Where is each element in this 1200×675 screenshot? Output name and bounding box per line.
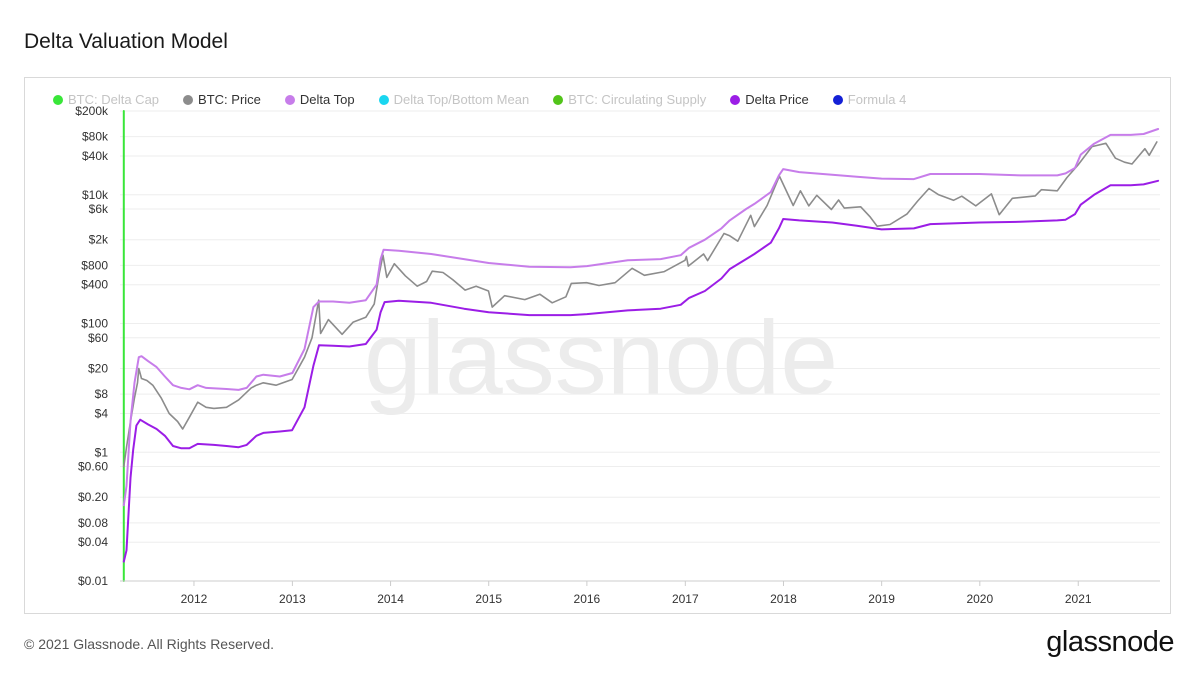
- y-tick-label: $20: [88, 361, 108, 375]
- legend-swatch-icon: [730, 94, 741, 105]
- legend-item[interactable]: BTC: Delta Cap: [53, 92, 159, 107]
- series-line-delta-top: [122, 128, 1160, 507]
- x-tick-label: 2016: [574, 592, 601, 606]
- brand-logo[interactable]: glassnode: [1046, 626, 1174, 658]
- x-tick-label: 2020: [966, 592, 993, 606]
- series-line-btc-price: [123, 141, 1158, 468]
- y-tick-label: $0.60: [78, 460, 108, 474]
- watermark-text: glassnode: [364, 300, 838, 416]
- chart-plot: glassnode $200k $80k $40k $10k$6k $2k $800 $40…: [75, 104, 1160, 606]
- x-tick-label: 2021: [1065, 592, 1092, 606]
- legend-label: Delta Top: [299, 92, 355, 107]
- legend-swatch-icon: [378, 94, 389, 105]
- y-tick-label: $10k: [82, 188, 109, 202]
- y-tick-label: $40k: [82, 149, 109, 163]
- y-tick-label: $80k: [82, 130, 109, 144]
- x-tick-label: 2019: [868, 592, 895, 606]
- x-tick-label: 2018: [770, 592, 797, 606]
- legend-label: Delta Price: [745, 92, 809, 107]
- y-tick-label: $6k: [89, 202, 109, 216]
- series-line-delta-price: [122, 179, 1160, 563]
- y-tick-label: $800: [81, 258, 108, 272]
- y-tick-label: $60: [88, 331, 108, 345]
- chart-legend: BTC: Delta Cap BTC: Price Delta Top Delta T…: [53, 92, 930, 107]
- legend-swatch-icon: [284, 94, 295, 105]
- y-tick-label: $1: [95, 445, 109, 459]
- y-tick-label: $0.01: [78, 574, 108, 588]
- x-tick-label: 2015: [475, 592, 502, 606]
- chart-grid: [120, 110, 1160, 582]
- legend-item[interactable]: Delta Top/Bottom Mean: [378, 92, 530, 107]
- x-tick-label: 2012: [181, 592, 208, 606]
- x-tick-label: 2013: [279, 592, 306, 606]
- y-axis: $200k $80k $40k $10k$6k $2k $800 $400 $100$60 $2…: [75, 104, 109, 588]
- chart-title: Delta Valuation Model: [24, 30, 228, 53]
- legend-swatch-icon: [183, 94, 194, 105]
- legend-label: BTC: Circulating Supply: [568, 92, 707, 107]
- legend-label: BTC: Price: [198, 92, 261, 107]
- legend-item[interactable]: Delta Top: [284, 92, 355, 107]
- y-tick-label: $400: [81, 278, 108, 292]
- x-axis: 2012 2013 2014 2015 2016 2017 2018 2019 2020 2021: [120, 580, 1160, 606]
- x-tick-label: 2017: [672, 592, 699, 606]
- legend-item[interactable]: Formula 4: [832, 92, 907, 107]
- chart-panel: BTC: Delta Cap BTC: Price Delta Top Delta T…: [24, 77, 1171, 614]
- y-tick-label: $8: [95, 387, 109, 401]
- y-tick-label: $0.04: [78, 535, 108, 549]
- copyright-text: © 2021 Glassnode. All Rights Reserved.: [24, 636, 275, 652]
- legend-label: Delta Top/Bottom Mean: [393, 92, 530, 107]
- y-tick-label: $200k: [75, 104, 109, 118]
- y-tick-label: $0.08: [78, 516, 108, 530]
- legend-swatch-icon: [832, 94, 843, 105]
- legend-label: BTC: Delta Cap: [68, 92, 160, 107]
- legend-item[interactable]: Delta Price: [730, 92, 809, 107]
- legend-swatch-icon: [553, 94, 564, 105]
- y-tick-label: $4: [95, 406, 109, 420]
- y-tick-label: $2k: [89, 233, 109, 247]
- y-tick-label: $0.20: [78, 490, 108, 504]
- legend-item[interactable]: BTC: Price: [183, 92, 261, 107]
- legend-label: Formula 4: [847, 92, 907, 107]
- chart-series: [122, 110, 1160, 582]
- legend-item[interactable]: BTC: Circulating Supply: [553, 92, 706, 107]
- y-tick-label: $100: [81, 317, 108, 331]
- x-tick-label: 2014: [377, 592, 404, 606]
- legend-swatch-icon: [53, 94, 63, 105]
